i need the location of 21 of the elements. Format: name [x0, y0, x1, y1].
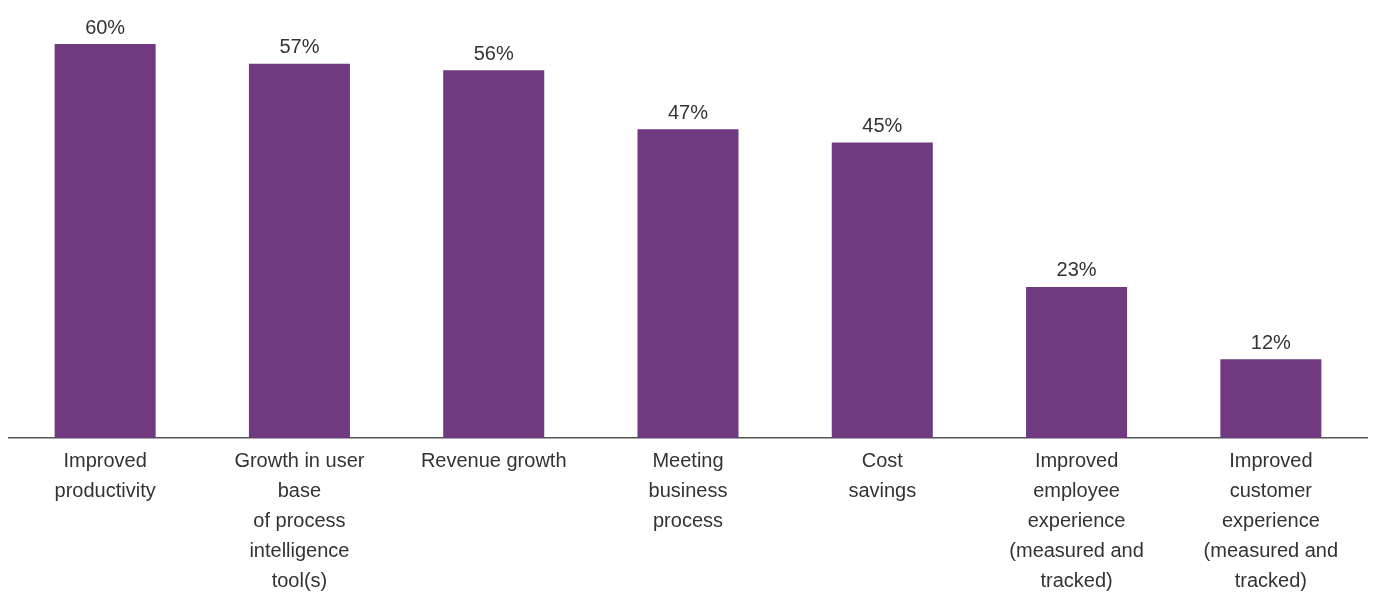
- x-tick-label: Meeting business process: [648, 448, 728, 531]
- bar: [443, 70, 545, 438]
- data-label: 12%: [1250, 330, 1292, 353]
- x-tick-label: Cost savings: [848, 448, 917, 501]
- data-label: 57%: [279, 35, 320, 58]
- data-label: 56%: [473, 41, 514, 64]
- bar: [248, 63, 350, 438]
- bar: [1026, 286, 1128, 438]
- x-tick-label: Improved productivity: [54, 448, 156, 501]
- data-label: 23%: [1056, 258, 1097, 281]
- bar: [1220, 359, 1322, 438]
- data-label: 60%: [85, 15, 126, 38]
- x-tick-label: Improved employee experience (measured and tracked): [1009, 448, 1144, 591]
- x-tick-label: Improved customer experience (measured and tracked): [1203, 448, 1339, 591]
- data-label: 47%: [667, 100, 709, 123]
- data-label: 45%: [862, 114, 903, 137]
- x-tick-label: Growth in user base of process intelligence tool(s): [234, 448, 365, 591]
- bar: [637, 129, 739, 438]
- x-tick-label: Revenue growth: [420, 448, 567, 471]
- bar: [54, 44, 156, 438]
- bar: [831, 142, 933, 438]
